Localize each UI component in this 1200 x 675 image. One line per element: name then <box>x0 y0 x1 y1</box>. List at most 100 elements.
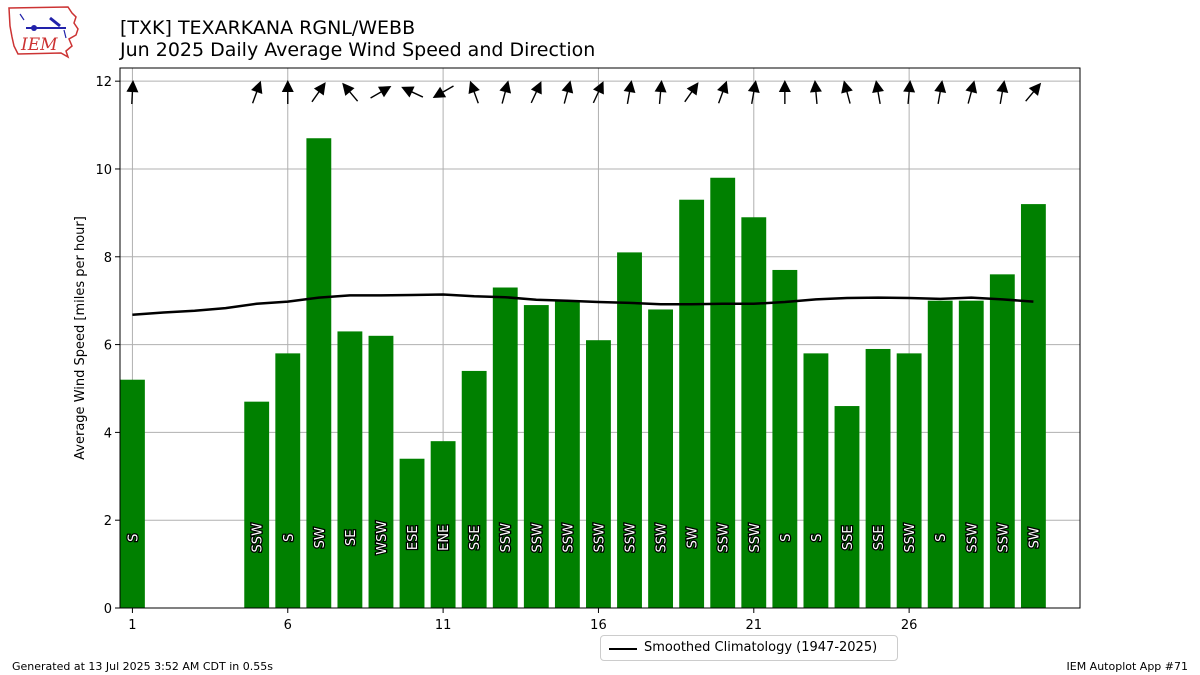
wind-arrow <box>342 82 359 102</box>
direction-labels: S SSW S SW SE WSW ESE ENE SSE SSW SSW SSW SSW SSW SSW S… <box>125 519 1043 556</box>
bar <box>1020 204 1046 608</box>
bar <box>430 441 456 608</box>
direction-label: WSW <box>375 521 390 555</box>
direction-label: S <box>282 534 297 542</box>
iem-logo: IEM <box>6 4 82 64</box>
y-tick-label: 12 <box>95 75 112 90</box>
wind-arrow <box>311 82 326 103</box>
wind-arrow <box>592 81 604 104</box>
wind-arrow-head <box>841 80 853 94</box>
wind-arrow <box>809 80 822 105</box>
bar <box>244 401 270 608</box>
wind-arrow <box>747 80 760 104</box>
y-tick-label: 6 <box>104 339 112 354</box>
legend: Smoothed Climatology (1947-2025) <box>600 635 898 661</box>
direction-label: SSE <box>468 525 483 550</box>
wind-arrow-head <box>778 80 791 92</box>
wind-arrow-head <box>903 80 916 93</box>
bar <box>617 252 642 608</box>
direction-label: SSW <box>530 523 545 553</box>
x-ticks: 1 6 11 16 21 26 <box>128 608 917 633</box>
wind-arrow-head <box>654 80 667 93</box>
x-tick-label: 6 <box>284 618 292 633</box>
generated-timestamp: Generated at 13 Jul 2025 3:52 AM CDT in … <box>12 660 273 673</box>
bar <box>958 300 984 608</box>
wind-arrow <box>778 80 791 104</box>
bar <box>368 335 394 608</box>
wind-arrow-head <box>126 80 139 93</box>
climatology-line <box>132 293 1034 316</box>
bar <box>710 177 736 608</box>
direction-label: SW <box>686 527 701 548</box>
wind-arrow-head <box>281 80 294 92</box>
direction-label: ESE <box>406 525 421 550</box>
direction-label: SE <box>344 530 359 546</box>
wind-arrow <box>872 80 884 104</box>
wind-arrow-head <box>499 80 512 94</box>
direction-label: SSW <box>965 523 980 553</box>
wind-arrow-head <box>313 82 326 96</box>
chart-subtitle: Jun 2025 Daily Average Wind Speed and Di… <box>120 39 596 61</box>
bar <box>586 340 611 608</box>
bar <box>648 309 674 608</box>
x-tick-label: 26 <box>901 618 918 633</box>
direction-label: SSW <box>748 523 763 553</box>
wind-arrow <box>965 80 978 104</box>
bar <box>896 353 922 608</box>
bars <box>120 138 1046 608</box>
direction-label: SSW <box>655 523 670 553</box>
bar <box>865 348 891 608</box>
direction-label: ENE <box>437 525 452 551</box>
wind-arrow-head <box>934 80 947 94</box>
wind-arrow <box>126 80 139 105</box>
wind-arrow-head <box>530 81 542 95</box>
direction-label: SSW <box>903 523 918 553</box>
x-tick-label: 1 <box>128 618 136 633</box>
direction-label: SSE <box>841 525 856 550</box>
wind-arrow <box>401 86 424 98</box>
bar <box>834 406 860 608</box>
direction-label: SSW <box>499 523 514 553</box>
wind-arrow <box>717 80 729 104</box>
bar <box>803 353 829 608</box>
wind-arrow <box>499 80 512 104</box>
wind-arrow <box>934 80 947 104</box>
x-tick-label: 16 <box>590 618 607 633</box>
axes-frame <box>119 67 1081 609</box>
wind-arrow <box>561 80 574 104</box>
legend-line-swatch <box>609 648 637 650</box>
wind-arrow-head <box>468 80 480 95</box>
direction-label: SSW <box>561 523 576 553</box>
wind-arrow <box>370 86 392 99</box>
wind-arrow-head <box>872 80 884 94</box>
direction-label: SSW <box>624 523 639 553</box>
wind-arrow <box>841 80 853 104</box>
wind-arrow-head <box>965 80 978 94</box>
y-tick-label: 10 <box>95 163 112 178</box>
wind-arrow <box>654 80 667 105</box>
wind-arrow-head <box>401 86 415 98</box>
wind-arrow-head <box>686 82 699 96</box>
y-ticks: 0 2 4 6 8 10 12 <box>95 75 120 617</box>
x-tick-label: 21 <box>746 618 763 633</box>
wind-arrow <box>281 80 294 104</box>
app-credit: IEM Autoplot App #71 <box>1066 660 1189 673</box>
bar <box>275 353 301 608</box>
y-tick-label: 2 <box>104 514 112 529</box>
bar <box>554 300 580 608</box>
wind-arrow-head <box>377 86 392 98</box>
wind-arrow <box>468 80 480 104</box>
wind-arrow <box>684 82 699 103</box>
direction-label: S <box>779 534 794 542</box>
wind-arrow-head <box>623 80 636 94</box>
direction-label: S <box>934 534 949 542</box>
bar <box>399 458 425 608</box>
direction-label: SW <box>313 527 328 548</box>
direction-label: SSW <box>592 523 607 553</box>
wind-arrow-head <box>747 80 760 94</box>
wind-arrow-head <box>809 80 822 93</box>
bar <box>306 138 332 608</box>
wind-arrow <box>623 80 636 104</box>
bar <box>461 370 487 608</box>
